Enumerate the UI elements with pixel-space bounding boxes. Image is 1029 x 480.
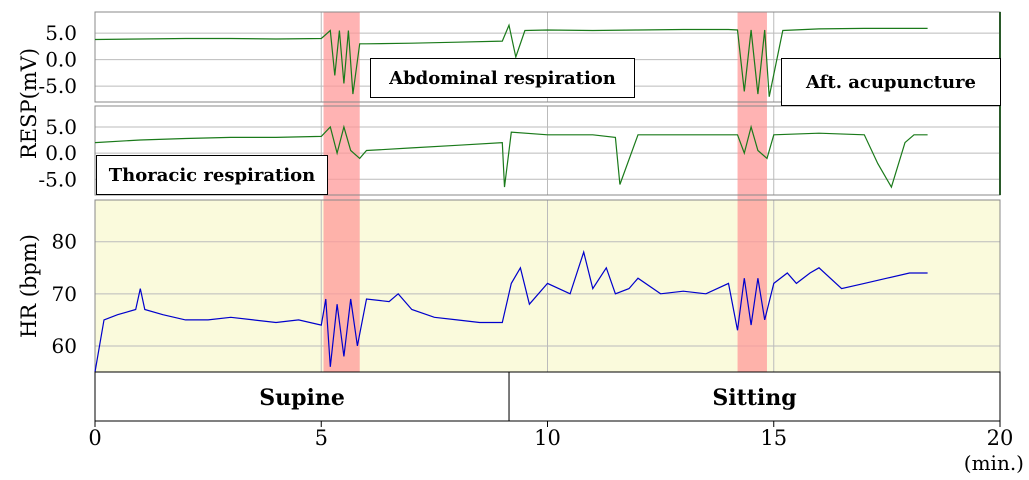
hr-y-axis-label: HR (bpm) [17,234,41,338]
acupuncture-highlight-band [323,12,360,372]
y-tick-label: 80 [52,230,77,254]
x-tick-label: 5 [315,426,328,450]
y-tick-label: 5.0 [45,21,77,45]
posture-cell-supine [94,371,510,422]
posture-label-sitting: Sitting [712,385,796,411]
y-tick-label: 5.0 [45,115,77,139]
resp-y-axis-label: RESP(mV) [17,48,41,159]
y-tick-label: 70 [52,282,77,306]
y-tick-label: 0.0 [45,141,77,165]
y-tick-label: 60 [52,334,77,358]
y-tick-label: 0.0 [45,48,77,72]
annotation-aft-acupuncture: Aft. acupuncture [781,58,1001,106]
y-tick-label: -5.0 [38,74,77,98]
posture-label-supine: Supine [259,385,345,411]
x-tick-label: 15 [760,426,787,450]
posture-cell-sitting [508,371,1001,422]
hr-trace [94,249,928,373]
y-tick-label: -5.0 [38,167,77,191]
abdominal-trace [94,23,928,97]
x-axis-unit-label: (min.) [964,451,1024,475]
x-tick-label: 10 [534,426,561,450]
x-tick-label: 20 [987,426,1014,450]
thoracic-trace [94,124,928,189]
annotation-abdominal-respiration: Abdominal respiration [370,58,635,98]
x-tick-label: 0 [88,426,101,450]
annotation-thoracic-respiration: Thoracic respiration [96,155,328,195]
